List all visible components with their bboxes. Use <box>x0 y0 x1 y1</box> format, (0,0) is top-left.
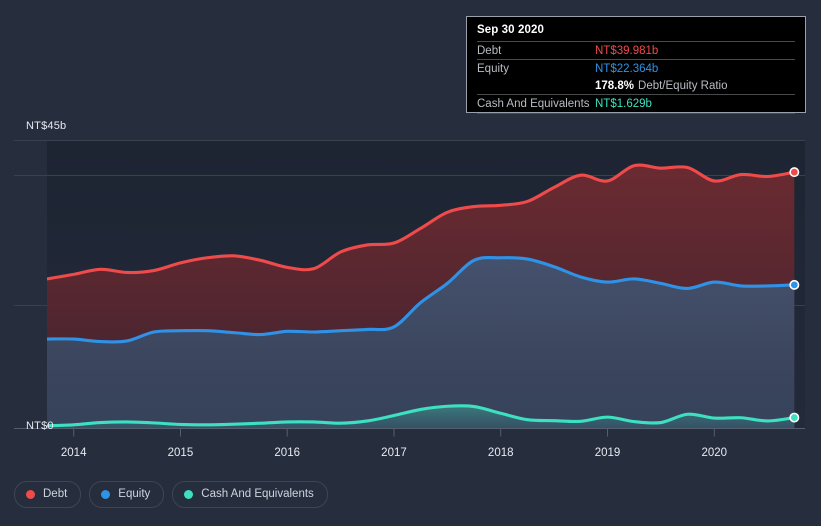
tooltip-label-equity: Equity <box>477 62 509 75</box>
x-axis-label-2017: 2017 <box>381 447 407 459</box>
tooltip-row-ratio: 178.8% Debt/Equity Ratio <box>477 77 795 94</box>
cash-line[interactable] <box>47 404 796 428</box>
tooltip-date: Sep 30 2020 <box>477 24 544 36</box>
y-axis-zero-label: NT$0 <box>26 420 54 432</box>
equity-line[interactable] <box>47 255 796 344</box>
debt-line[interactable] <box>47 163 796 281</box>
tooltip-value-cash: NT$1.629b <box>595 97 652 110</box>
x-axis-label-2015: 2015 <box>167 447 194 459</box>
tooltip-row-cash: Cash And Equivalents NT$1.629b <box>477 94 795 112</box>
legend-label: Equity <box>118 488 151 500</box>
x-axis-label-2014: 2014 <box>60 447 87 459</box>
tooltip-row-debt: Debt NT$39.981b <box>477 41 795 59</box>
chart-legend: Debt Equity Cash And Equivalents <box>14 481 328 508</box>
x-axis-label-2019: 2019 <box>594 447 621 459</box>
y-axis-top-label: NT$45b <box>26 120 67 132</box>
legend-item-equity[interactable]: Equity <box>89 481 165 508</box>
tooltip-ratio-label: Debt/Equity Ratio <box>638 79 728 92</box>
legend-label: Debt <box>43 488 68 500</box>
tooltip-label-cash: Cash And Equivalents <box>477 97 590 110</box>
equity-endpoint-marker <box>789 279 800 290</box>
legend-color-dot-icon <box>101 490 111 499</box>
tooltip-label-debt: Debt <box>477 44 502 57</box>
tooltip-ratio-value: 178.8% <box>595 79 635 92</box>
tooltip-row-equity: Equity NT$22.364b <box>477 59 795 77</box>
series-endpoint-markers <box>789 167 800 423</box>
legend-color-dot-icon <box>184 490 194 499</box>
cash-endpoint-marker <box>789 412 800 423</box>
x-axis-label-2018: 2018 <box>487 447 514 459</box>
legend-color-dot-icon <box>26 490 35 499</box>
legend-item-debt[interactable]: Debt <box>14 481 82 508</box>
tooltip-value-debt: NT$39.981b <box>595 44 659 57</box>
legend-label: Cash And Equivalents <box>201 488 314 500</box>
equity-area <box>47 257 795 428</box>
legend-item-cash-and-equivalents[interactable]: Cash And Equivalents <box>172 481 328 508</box>
cash-area <box>47 405 795 428</box>
debt-endpoint-marker <box>789 167 800 178</box>
tooltip-value-equity: NT$22.364b <box>595 62 659 75</box>
x-axis-label-2016: 2016 <box>274 447 300 459</box>
x-axis-label-2020: 2020 <box>701 447 728 459</box>
data-tooltip: Sep 30 2020 Debt NT$39.981b Equity NT$22… <box>466 16 806 114</box>
x-axis-ticks <box>73 428 715 437</box>
tooltip-bottom-divider <box>477 113 795 114</box>
